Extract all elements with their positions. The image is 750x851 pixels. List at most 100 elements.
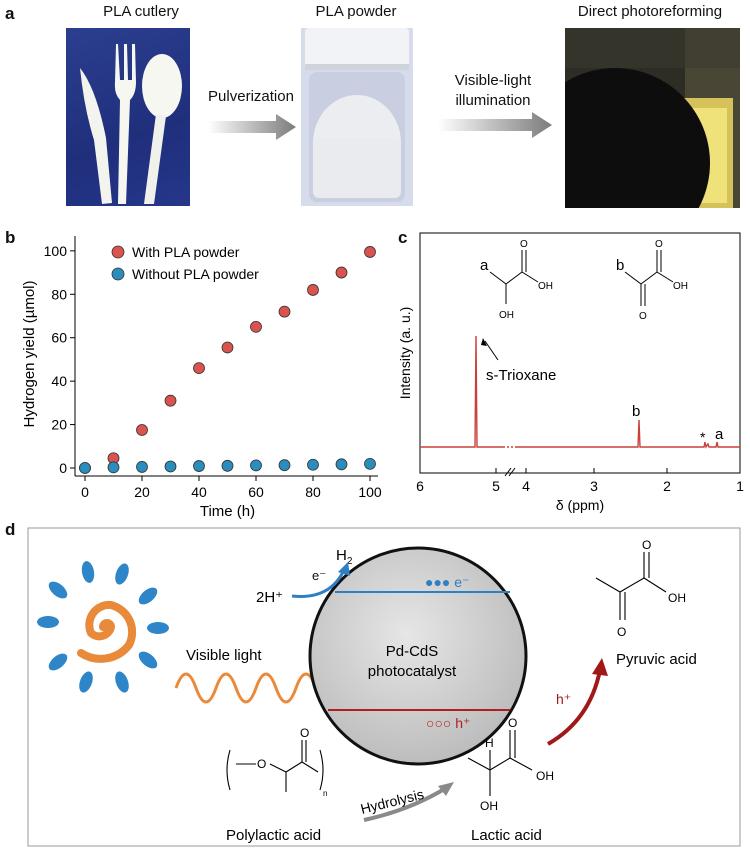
nmr-tick-3: 3 bbox=[590, 478, 598, 494]
data-point-with-pla bbox=[136, 424, 148, 436]
nmr-tick-1: 1 bbox=[736, 478, 744, 494]
nmr-tick-2: 2 bbox=[663, 478, 671, 494]
oxidation-arrow bbox=[547, 669, 602, 746]
x-tick-label: 80 bbox=[305, 484, 321, 500]
nmr-xlabel: δ (ppm) bbox=[556, 497, 604, 513]
peak-a-label: a bbox=[715, 426, 724, 443]
nmr-tick-4: 4 bbox=[522, 478, 530, 494]
data-point-without-pla bbox=[221, 459, 234, 472]
h-plus-label: h⁺ bbox=[556, 691, 571, 707]
data-point-without-pla bbox=[250, 459, 262, 472]
mol-b-OH: OH bbox=[673, 281, 688, 292]
x-tick-label: 20 bbox=[134, 484, 150, 500]
mol-a-letter: a bbox=[480, 257, 489, 274]
trioxane-label: s-Trioxane bbox=[486, 367, 556, 384]
legend-marker bbox=[111, 267, 125, 281]
nmr-tick-6: 6 bbox=[416, 478, 424, 494]
pla-cutlery-photo bbox=[66, 28, 190, 206]
data-point-with-pla bbox=[221, 341, 234, 354]
pyruvic-O-bottom: O bbox=[617, 625, 626, 639]
mol-b-O-bottom: O bbox=[639, 311, 647, 322]
hydrogen-yield-chart: 0 20 40 60 80 100 0 20 40 60 80 100 Time (h) Hydrogen… bbox=[21, 236, 382, 520]
data-point-without-pla bbox=[136, 461, 148, 473]
nmr-frame bbox=[419, 232, 741, 474]
data-point-with-pla bbox=[193, 362, 205, 375]
data-point-with-pla bbox=[364, 246, 376, 258]
y-tick-label: 80 bbox=[51, 286, 67, 302]
x-tick-label: 0 bbox=[81, 484, 89, 500]
pla-O-top: O bbox=[300, 726, 309, 740]
data-point-without-pla bbox=[335, 458, 348, 471]
e-minus-label: e⁻ bbox=[312, 568, 326, 583]
panel-c-letter: c bbox=[398, 228, 408, 247]
hydrolysis-arrowhead bbox=[438, 782, 454, 796]
photo3-caption: Direct photoreforming bbox=[577, 3, 723, 20]
y-tick-label: 20 bbox=[51, 417, 67, 433]
mol-a-OH-lower: OH bbox=[499, 310, 514, 321]
peak-b-label: b bbox=[632, 403, 640, 420]
data-point-with-pla bbox=[307, 284, 319, 296]
pulverization-label: Pulverization bbox=[208, 88, 294, 105]
nmr-xticks bbox=[419, 468, 741, 473]
data-point-with-pla bbox=[335, 266, 348, 279]
pla-O-bridge: O bbox=[257, 757, 266, 771]
x-tick-label: 60 bbox=[248, 484, 264, 500]
photoreforming-scheme: Visible light ●●● e⁻ ○○○ h⁺ Pd-CdS photo… bbox=[27, 527, 741, 847]
photo2-caption: PLA powder bbox=[315, 3, 397, 20]
reactor-drawing bbox=[565, 28, 740, 208]
lactic-acid-structure bbox=[467, 730, 533, 796]
pulverization-arrow bbox=[208, 114, 296, 140]
sun-icon bbox=[37, 561, 169, 693]
pyruvic-acid-label: Pyruvic acid bbox=[616, 651, 697, 668]
catalyst-label-line2: photocatalyst bbox=[368, 663, 457, 680]
nmr-spectrum-chart: Intensity (a. u.) 6 5 4 3 2 1 δ (ppm) s-… bbox=[397, 232, 744, 513]
pyruvic-OH: OH bbox=[668, 591, 686, 605]
pyruvic-acid-structure bbox=[595, 552, 667, 620]
band-electrons: ●●● e⁻ bbox=[425, 574, 469, 590]
data-point-without-pla bbox=[79, 462, 91, 474]
photo1-caption: PLA cutlery bbox=[103, 3, 179, 20]
trioxane-arrowhead bbox=[481, 338, 487, 346]
polylactic-acid-structure bbox=[226, 740, 324, 792]
data-point-with-pla bbox=[278, 305, 291, 318]
y-tick-label: 60 bbox=[51, 330, 67, 346]
y-axis-title: Hydrogen yield (µmol) bbox=[21, 280, 38, 427]
data-point-without-pla bbox=[364, 457, 376, 470]
mol-b-letter: b bbox=[616, 257, 624, 274]
y-tick-label: 40 bbox=[51, 373, 67, 389]
catalyst-label-line1: Pd-CdS bbox=[386, 643, 439, 660]
powder-vial-drawing bbox=[305, 28, 409, 202]
h2-label: H2 bbox=[336, 547, 353, 567]
two-h-plus-label: 2H⁺ bbox=[256, 589, 283, 606]
mol-b-O-top: O bbox=[655, 239, 663, 250]
photoreforming-photo bbox=[565, 28, 740, 208]
nmr-spectrum-line bbox=[420, 335, 740, 449]
y-tick-label: 100 bbox=[44, 243, 68, 259]
data-point-without-pla bbox=[193, 460, 205, 472]
data-point-without-pla bbox=[307, 458, 319, 471]
nmr-ylabel: Intensity (a. u.) bbox=[397, 307, 413, 400]
data-point-with-pla bbox=[250, 320, 262, 333]
trioxane-arrow-line bbox=[484, 340, 499, 361]
data-point-without-pla bbox=[107, 461, 120, 474]
illumination-arrow bbox=[438, 112, 552, 138]
panel-b-letter: b bbox=[5, 228, 16, 247]
band-holes: ○○○ h⁺ bbox=[426, 715, 470, 731]
oxidation-arrowhead bbox=[592, 658, 608, 676]
polylactic-acid-label: Polylactic acid bbox=[226, 827, 321, 844]
panel-d-letter: d bbox=[5, 520, 16, 539]
axis-break bbox=[504, 467, 516, 477]
x-axis-title: Time (h) bbox=[200, 503, 255, 520]
lactic-acid-structure-c bbox=[489, 250, 539, 304]
mol-a-O: O bbox=[520, 239, 528, 250]
pla-subscript-n: n bbox=[323, 789, 327, 798]
hydrolysis-arrow bbox=[363, 786, 448, 822]
x-tick-label: 40 bbox=[191, 484, 207, 500]
mol-a-OH: OH bbox=[538, 281, 553, 292]
scheme-frame bbox=[27, 527, 741, 847]
pyruvic-acid-structure-c bbox=[624, 250, 674, 306]
illumination-label-line1: Visible-light bbox=[454, 72, 532, 89]
legend-marker bbox=[111, 245, 125, 259]
cutlery-drawing bbox=[80, 44, 182, 204]
data-point-without-pla bbox=[278, 459, 291, 472]
